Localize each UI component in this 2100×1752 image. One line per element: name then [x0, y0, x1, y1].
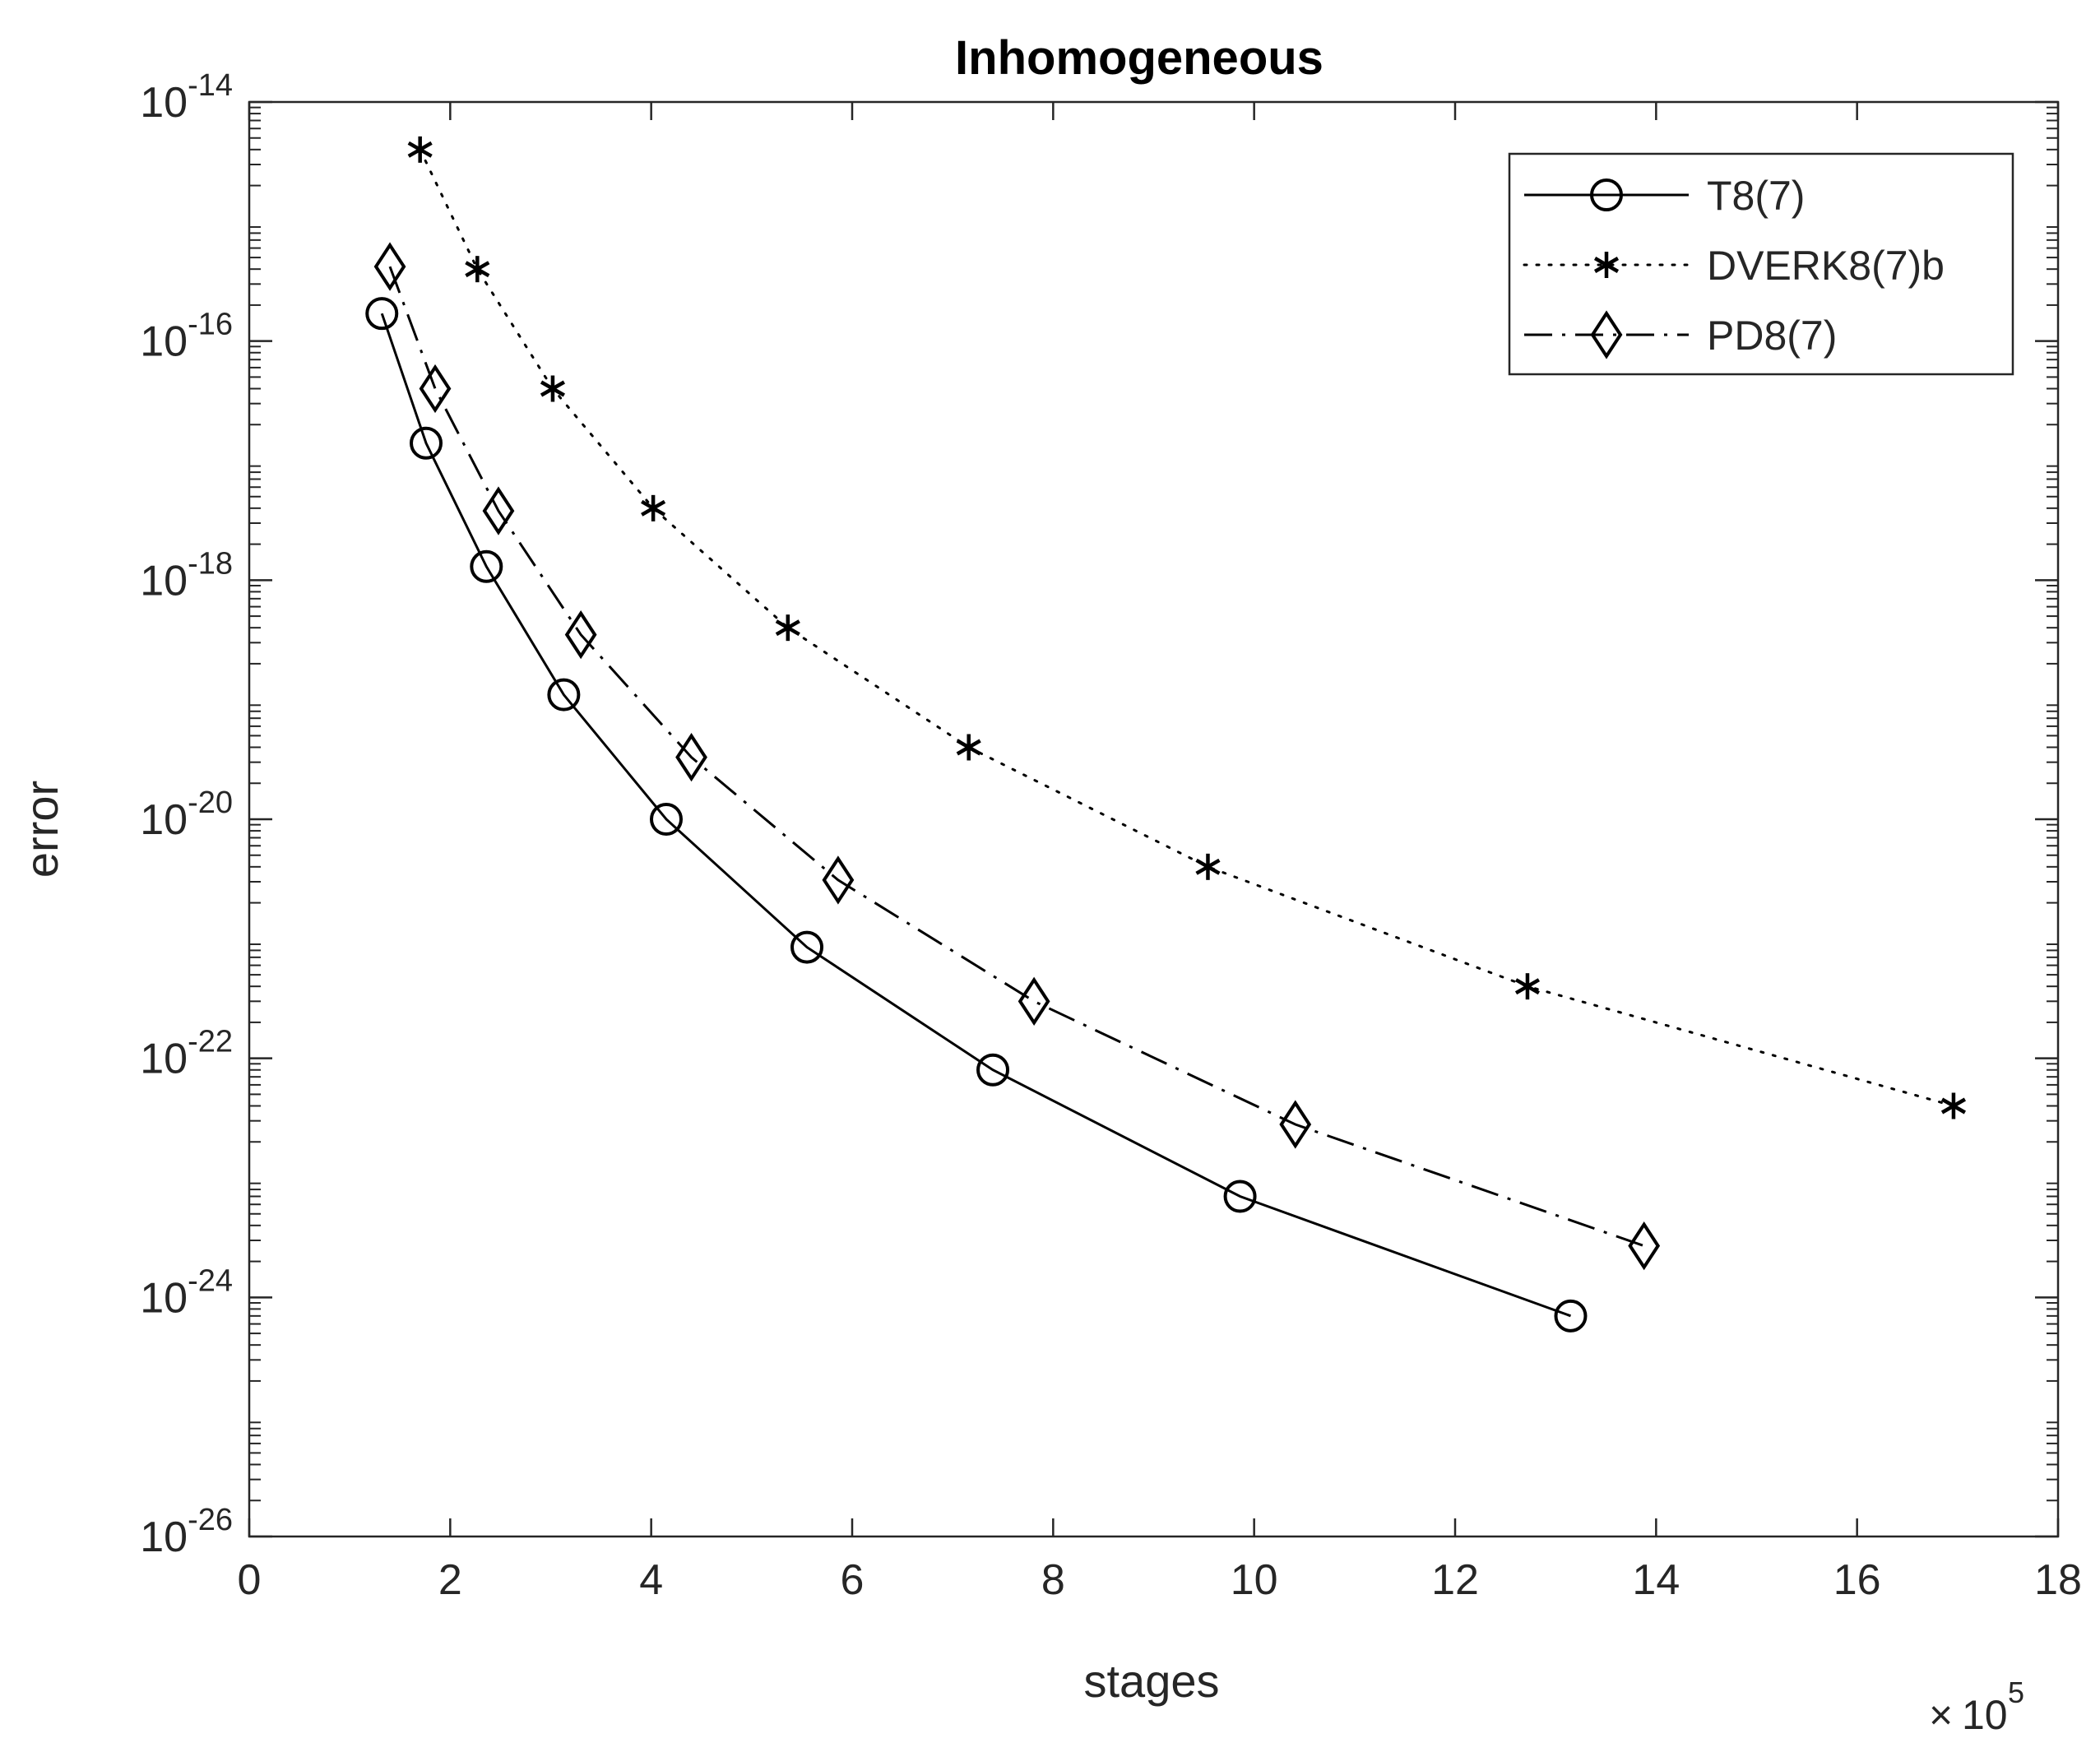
- x-multiplier-exponent: 5: [2008, 1676, 2024, 1709]
- axes: 0 2 4 6 8 10 12 14 16 1810-1410-1610-1810-2010-22…: [140, 68, 2082, 1604]
- data-point-pd8-7: [373, 242, 406, 291]
- legend-entry-dverk8-7-b: DVERK8(7)b: [1523, 243, 1945, 289]
- x-tick-label: 14: [1632, 1556, 1680, 1604]
- asterisk-center: [1205, 864, 1211, 869]
- y-tick-label-exponent: -16: [188, 308, 233, 342]
- x-multiplier-base: 10: [1962, 1692, 2008, 1738]
- x-axis-multiplier: × 10 5: [1929, 1676, 2024, 1738]
- y-tick-label-base: 10: [140, 557, 188, 605]
- series-t8-7: [365, 297, 1588, 1333]
- data-point-pd8-7: [482, 486, 515, 535]
- legend-swatch-marker: [1593, 252, 1620, 278]
- data-point-pd8-7: [564, 609, 597, 660]
- y-tick-label-base: 10: [140, 79, 188, 127]
- y-tick-label-exponent: -20: [188, 786, 233, 820]
- legend-swatch-marker: [1590, 310, 1623, 359]
- y-tick-label-exponent: -24: [188, 1263, 233, 1298]
- data-point-t8-7: [547, 678, 581, 711]
- data-point-t8-7: [1223, 1180, 1257, 1213]
- legend-entry-pd8-7: PD8(7): [1524, 310, 1837, 359]
- x-tick-label: 10: [1231, 1556, 1278, 1604]
- y-tick-label: 10-24: [140, 1263, 233, 1322]
- data-point-dverk8-7-b: [540, 375, 565, 402]
- y-tick-label: 10-16: [140, 308, 233, 366]
- x-tick-label: 8: [1041, 1556, 1065, 1604]
- data-point-pd8-7: [822, 855, 855, 905]
- legend-entry-t8-7: T8(7): [1524, 173, 1805, 219]
- data-point-dverk8-7-b: [1195, 853, 1221, 880]
- data-point-dverk8-7-b: [465, 256, 490, 283]
- y-tick-label-base: 10: [140, 1513, 188, 1561]
- data-point-dverk8-7-b: [775, 614, 800, 642]
- legend: T8(7) DVERK8(7)b PD8(7): [1508, 152, 2014, 376]
- data-point-dverk8-7-b: [1940, 1092, 1966, 1119]
- data-point-dverk8-7-b: [956, 734, 981, 761]
- data-point-pd8-7: [1018, 976, 1050, 1026]
- data-point-dverk8-7-b: [407, 136, 433, 163]
- asterisk-center: [1524, 984, 1530, 990]
- data-point-pd8-7: [1628, 1221, 1661, 1271]
- data-point-pd8-7: [675, 732, 707, 782]
- y-tick-label: 10-20: [140, 786, 233, 844]
- data-point-pd8-7: [419, 364, 452, 414]
- x-tick-label: 2: [438, 1556, 462, 1604]
- series-dverk8-7-b: [407, 136, 1966, 1119]
- legend-label: T8(7): [1707, 173, 1805, 219]
- asterisk-center: [785, 625, 790, 631]
- y-tick-label-base: 10: [140, 1274, 188, 1322]
- y-tick-label-exponent: -26: [188, 1503, 233, 1537]
- asterisk-center: [475, 267, 480, 272]
- data-point-t8-7: [1554, 1299, 1588, 1333]
- y-tick-label-base: 10: [140, 1036, 188, 1083]
- y-tick-label: 10-26: [140, 1503, 233, 1561]
- asterisk-center: [1950, 1103, 1956, 1109]
- asterisk-center: [417, 146, 423, 152]
- x-tick-label: 18: [2034, 1556, 2082, 1604]
- x-tick-label: 6: [841, 1556, 865, 1604]
- asterisk-center: [651, 505, 656, 511]
- legend-label: DVERK8(7)b: [1707, 243, 1945, 289]
- series-line-t8-7: [380, 313, 1572, 1318]
- series-pd8-7: [373, 242, 1661, 1271]
- x-axis-label: stages: [1084, 1655, 1220, 1707]
- series-line-dverk8-7-b: [419, 148, 1955, 1108]
- asterisk-center: [966, 744, 971, 750]
- x-tick-label: 0: [238, 1556, 262, 1604]
- y-tick-label-exponent: -14: [188, 68, 233, 103]
- plot-series: [365, 136, 1966, 1333]
- legend-label: PD8(7): [1707, 313, 1837, 359]
- data-point-dverk8-7-b: [1514, 973, 1541, 1000]
- data-point-t8-7: [976, 1053, 1010, 1087]
- y-tick-label-base: 10: [140, 796, 188, 844]
- x-tick-label: 12: [1431, 1556, 1479, 1604]
- x-tick-label: 16: [1833, 1556, 1881, 1604]
- y-axis-label: error: [16, 781, 67, 878]
- y-tick-label: 10-22: [140, 1025, 233, 1083]
- asterisk-center: [1604, 262, 1609, 267]
- series-line-pd8-7: [388, 266, 1645, 1248]
- data-point-t8-7: [410, 426, 443, 460]
- legend-swatch-marker: [1590, 178, 1623, 211]
- data-point-pd8-7: [1279, 1100, 1312, 1149]
- y-tick-label-exponent: -18: [188, 546, 233, 581]
- data-point-t8-7: [470, 549, 503, 583]
- labels: Inhomogeneous stages error × 10 5: [16, 31, 2024, 1738]
- y-tick-label-base: 10: [140, 318, 188, 366]
- chart-title: Inhomogeneous: [955, 31, 1324, 85]
- x-tick-label: 4: [639, 1556, 663, 1604]
- y-tick-label-exponent: -22: [188, 1025, 233, 1059]
- y-tick-label: 10-18: [140, 546, 233, 605]
- data-point-dverk8-7-b: [641, 494, 666, 521]
- y-tick-label: 10-14: [140, 68, 233, 127]
- asterisk-center: [549, 386, 555, 392]
- x-multiplier-symbol: ×: [1929, 1692, 1953, 1738]
- data-point-t8-7: [649, 803, 683, 836]
- data-point-t8-7: [365, 297, 399, 331]
- data-point-t8-7: [790, 930, 824, 964]
